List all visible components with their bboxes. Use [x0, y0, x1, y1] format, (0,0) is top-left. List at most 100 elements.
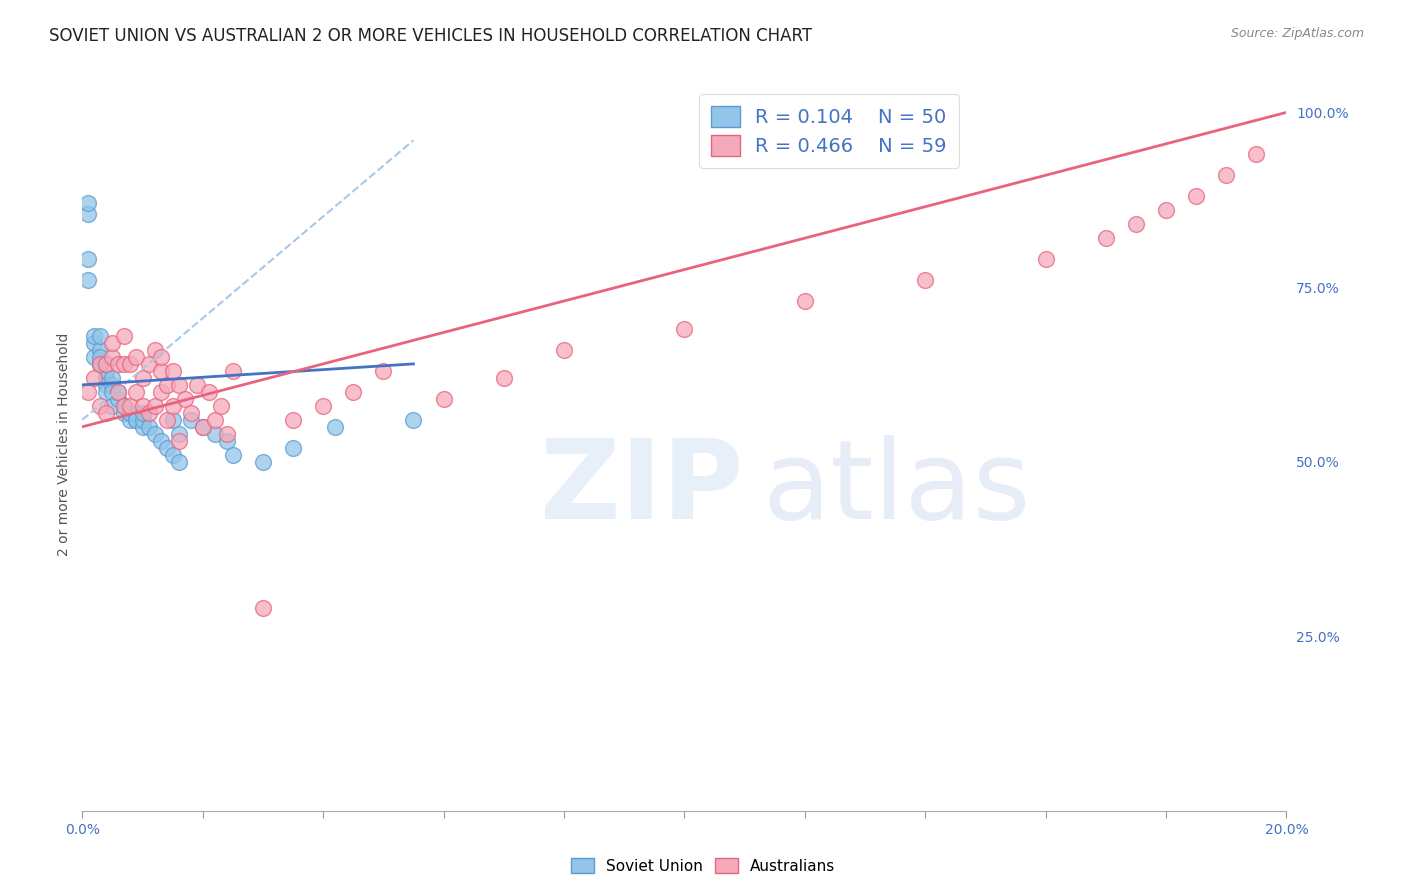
Point	[793, 293, 815, 308]
Point	[180, 406, 202, 420]
Point	[138, 357, 160, 371]
Point	[96, 364, 118, 378]
Point	[1154, 203, 1177, 218]
Point	[77, 384, 100, 399]
Point	[125, 384, 148, 399]
Point	[1035, 252, 1057, 266]
Point	[107, 357, 129, 371]
Point	[204, 413, 226, 427]
Point	[96, 371, 118, 385]
Point	[167, 426, 190, 441]
Y-axis label: 2 or more Vehicles in Household: 2 or more Vehicles in Household	[58, 333, 72, 556]
Point	[131, 419, 153, 434]
Point	[149, 384, 172, 399]
Point	[155, 377, 177, 392]
Point	[89, 329, 111, 343]
Point	[114, 399, 136, 413]
Point	[173, 392, 195, 406]
Point	[131, 413, 153, 427]
Point	[120, 357, 142, 371]
Point	[222, 364, 245, 378]
Point	[138, 406, 160, 420]
Point	[125, 406, 148, 420]
Text: Source: ZipAtlas.com: Source: ZipAtlas.com	[1230, 27, 1364, 40]
Point	[191, 419, 214, 434]
Point	[222, 448, 245, 462]
Point	[96, 406, 118, 420]
Point	[492, 371, 515, 385]
Point	[252, 455, 274, 469]
Point	[1125, 217, 1147, 231]
Point	[1095, 231, 1118, 245]
Legend: Soviet Union, Australians: Soviet Union, Australians	[565, 852, 841, 880]
Point	[101, 350, 124, 364]
Point	[167, 377, 190, 392]
Point	[162, 364, 184, 378]
Point	[114, 399, 136, 413]
Point	[89, 350, 111, 364]
Point	[89, 343, 111, 357]
Point	[120, 413, 142, 427]
Point	[252, 601, 274, 615]
Point	[101, 335, 124, 350]
Point	[281, 413, 304, 427]
Point	[114, 357, 136, 371]
Point	[96, 357, 118, 371]
Point	[373, 364, 395, 378]
Point	[162, 413, 184, 427]
Point	[101, 371, 124, 385]
Point	[120, 399, 142, 413]
Point	[89, 357, 111, 371]
Point	[1215, 168, 1237, 182]
Point	[191, 419, 214, 434]
Point	[107, 384, 129, 399]
Point	[77, 273, 100, 287]
Point	[89, 399, 111, 413]
Point	[402, 413, 425, 427]
Point	[155, 441, 177, 455]
Point	[96, 357, 118, 371]
Point	[553, 343, 575, 357]
Point	[89, 357, 111, 371]
Point	[96, 384, 118, 399]
Point	[215, 426, 238, 441]
Point	[149, 434, 172, 448]
Point	[1185, 189, 1208, 203]
Point	[167, 434, 190, 448]
Point	[149, 364, 172, 378]
Point	[143, 426, 166, 441]
Point	[101, 377, 124, 392]
Point	[114, 329, 136, 343]
Point	[131, 399, 153, 413]
Point	[101, 384, 124, 399]
Point	[432, 392, 454, 406]
Point	[77, 207, 100, 221]
Point	[162, 399, 184, 413]
Point	[77, 252, 100, 266]
Point	[83, 329, 105, 343]
Point	[83, 371, 105, 385]
Point	[323, 419, 346, 434]
Point	[107, 384, 129, 399]
Point	[83, 350, 105, 364]
Point	[342, 384, 364, 399]
Point	[83, 335, 105, 350]
Point	[1246, 147, 1268, 161]
Point	[125, 350, 148, 364]
Text: SOVIET UNION VS AUSTRALIAN 2 OR MORE VEHICLES IN HOUSEHOLD CORRELATION CHART: SOVIET UNION VS AUSTRALIAN 2 OR MORE VEH…	[49, 27, 813, 45]
Point	[167, 455, 190, 469]
Point	[162, 448, 184, 462]
Point	[77, 196, 100, 211]
Point	[197, 384, 219, 399]
Point	[96, 377, 118, 392]
Point	[107, 392, 129, 406]
Point	[125, 413, 148, 427]
Point	[120, 406, 142, 420]
Text: ZIP: ZIP	[540, 434, 744, 541]
Text: atlas: atlas	[762, 434, 1031, 541]
Point	[673, 322, 696, 336]
Point	[215, 434, 238, 448]
Point	[186, 377, 208, 392]
Point	[125, 413, 148, 427]
Point	[101, 399, 124, 413]
